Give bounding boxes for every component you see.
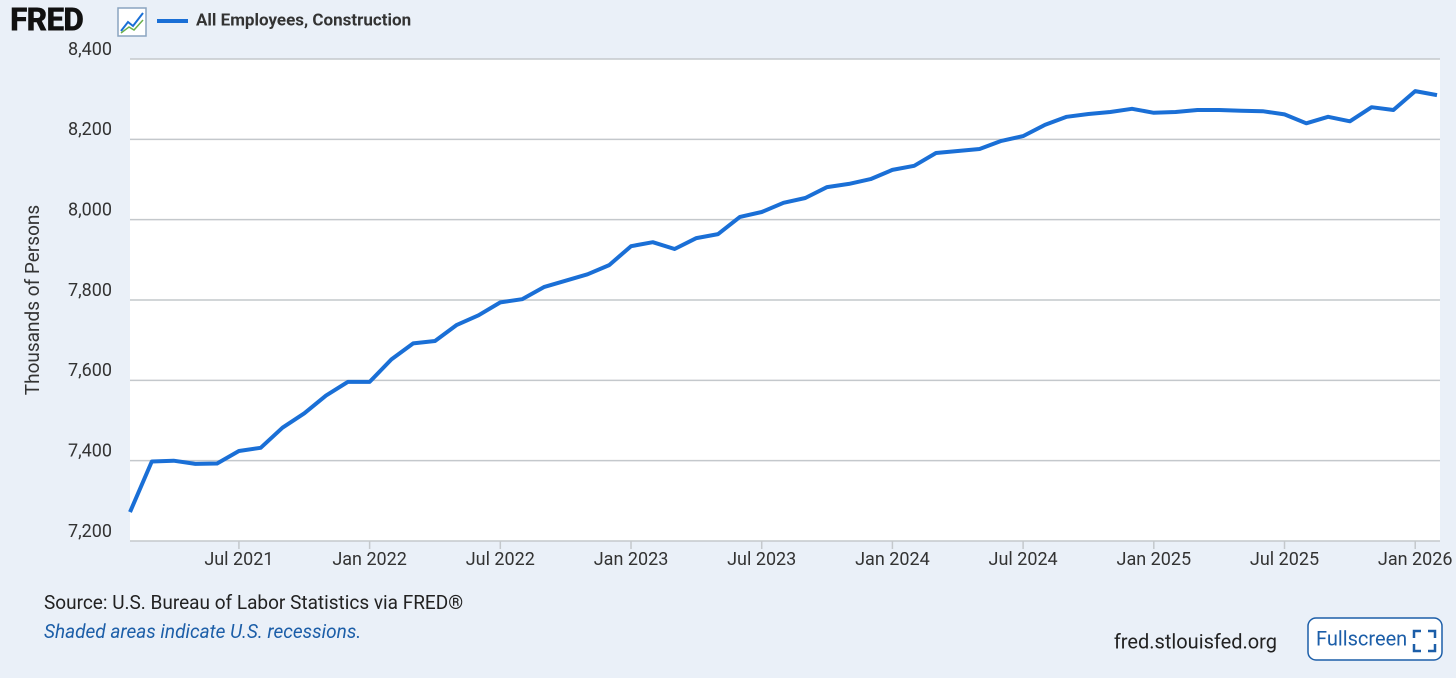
logo-icon	[117, 7, 147, 37]
y-axis-label: Thousands of Persons	[21, 205, 44, 395]
x-tick-label: Jan 2025	[1117, 549, 1192, 570]
y-tick-label: 8,200	[68, 119, 112, 140]
y-tick-label: 7,800	[68, 280, 112, 301]
site-url: fred.stlouisfed.org	[1114, 629, 1277, 653]
y-tick-label: 7,600	[68, 360, 112, 381]
source: Source: U.S. Bureau of Labor Statistics …	[44, 591, 463, 614]
icon-line	[120, 19, 144, 34]
x-tick-label: Jan 2026	[1378, 549, 1453, 570]
x-tick-label: Jul 2025	[1250, 549, 1319, 570]
legend-label: All Employees, Construction	[196, 10, 411, 30]
button-label[interactable]: Fullscreen	[1316, 626, 1407, 650]
y-tick-label: 8,400	[68, 39, 112, 60]
x-tick-label: Jan 2022	[332, 549, 407, 570]
y-tick-label: 7,200	[68, 521, 112, 542]
icon-line	[120, 12, 144, 32]
y-tick-label: 7,400	[68, 440, 112, 461]
x-tick-label: Jul 2023	[727, 549, 796, 570]
x-tick-label: Jan 2023	[594, 549, 669, 570]
series-line	[128, 89, 1438, 513]
x-tick-label: Jan 2024	[855, 549, 930, 570]
fullscreen-button[interactable]: Fullscreen	[1307, 617, 1443, 661]
note: Shaded areas indicate U.S. recessions.	[44, 620, 361, 643]
x-tick-label: Jul 2022	[466, 549, 535, 570]
logo: FRED	[10, 0, 83, 38]
x-tick-label: Jul 2024	[989, 549, 1058, 570]
x-tick-label: Jul 2021	[204, 549, 273, 570]
y-tick-label: 8,000	[68, 199, 112, 220]
button-frame[interactable]	[1307, 617, 1443, 661]
button-icon[interactable]	[1412, 629, 1437, 653]
